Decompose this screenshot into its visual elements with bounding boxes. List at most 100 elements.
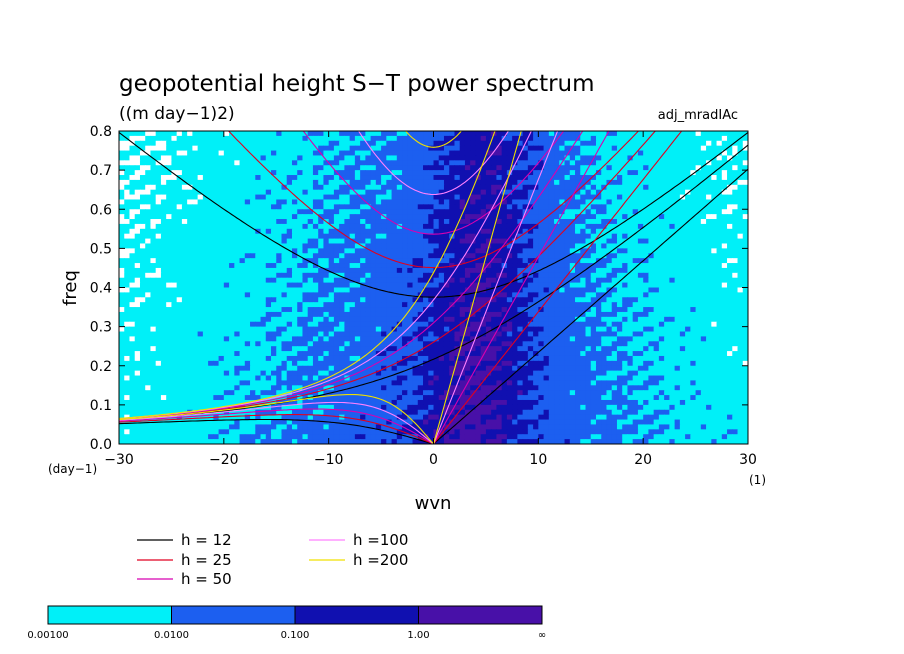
spectrum-cell <box>700 307 707 313</box>
spectrum-cell <box>381 253 387 259</box>
spectrum-cell <box>208 214 214 220</box>
spectrum-cell <box>281 292 288 298</box>
spectrum-cell <box>381 170 387 176</box>
spectrum-cell <box>742 223 748 230</box>
spectrum-cell <box>339 277 345 284</box>
spectrum-cell <box>669 316 676 323</box>
spectrum-cell <box>653 243 660 249</box>
spectrum-cell <box>470 292 477 298</box>
spectrum-cell <box>690 170 697 176</box>
spectrum-cell <box>187 135 193 142</box>
spectrum-cell <box>171 189 178 196</box>
spectrum-cell <box>622 175 629 181</box>
spectrum-cell <box>176 326 183 333</box>
spectrum-cell <box>595 311 602 318</box>
spectrum-cell <box>643 253 650 259</box>
spectrum-cell <box>475 150 482 157</box>
spectrum-cell <box>333 316 340 323</box>
spectrum-cell <box>155 170 162 176</box>
spectrum-cell <box>265 150 272 157</box>
spectrum-cell <box>160 307 167 313</box>
spectrum-cell <box>239 145 246 152</box>
spectrum-cell <box>533 150 539 157</box>
spectrum-cell <box>412 214 419 220</box>
spectrum-cell <box>281 321 288 328</box>
spectrum-cell <box>176 223 183 230</box>
spectrum-cell <box>543 267 550 274</box>
spectrum-cell <box>244 258 251 264</box>
spectrum-cell <box>129 179 136 186</box>
spectrum-cell <box>176 267 183 274</box>
spectrum-cell <box>742 253 748 259</box>
spectrum-cell <box>543 248 550 254</box>
spectrum-cell <box>580 228 587 235</box>
spectrum-cell <box>569 311 576 318</box>
spectrum-cell <box>501 248 508 254</box>
spectrum-cell <box>302 233 309 240</box>
spectrum-cell <box>632 287 639 293</box>
spectrum-cell <box>690 297 697 303</box>
spectrum-cell <box>349 155 356 161</box>
spectrum-cell <box>480 219 487 225</box>
spectrum-cell <box>396 189 403 196</box>
spectrum-cell <box>470 170 477 176</box>
spectrum-cell <box>669 194 676 201</box>
spectrum-cell <box>711 277 718 284</box>
spectrum-cell <box>470 160 477 166</box>
spectrum-cell <box>732 243 739 249</box>
spectrum-cell <box>538 307 545 313</box>
spectrum-cell <box>370 179 377 186</box>
spectrum-cell <box>564 321 571 328</box>
spectrum-cell <box>522 170 529 176</box>
spectrum-cell <box>564 209 571 215</box>
spectrum-cell <box>391 131 398 137</box>
spectrum-cell <box>181 223 188 230</box>
spectrum-cell <box>365 292 372 298</box>
spectrum-cell <box>276 316 283 323</box>
spectrum-cell <box>328 267 335 274</box>
spectrum-cell <box>606 248 613 254</box>
spectrum-cell <box>302 326 309 333</box>
spectrum-cell <box>265 263 272 269</box>
spectrum-cell <box>265 316 272 323</box>
spectrum-cell <box>312 135 319 142</box>
spectrum-cell <box>150 267 157 274</box>
spectrum-cell <box>333 302 340 308</box>
spectrum-cell <box>244 263 251 269</box>
spectrum-cell <box>145 145 152 152</box>
spectrum-cell <box>291 199 298 205</box>
spectrum-cell <box>721 165 728 171</box>
spectrum-cell <box>176 297 183 303</box>
spectrum-cell <box>580 170 587 176</box>
spectrum-cell <box>218 170 225 176</box>
spectrum-cell <box>286 175 293 181</box>
spectrum-cell <box>375 326 382 333</box>
spectrum-cell <box>381 321 387 328</box>
spectrum-cell <box>412 258 419 264</box>
spectrum-cell <box>700 321 707 328</box>
spectrum-cell <box>590 243 597 249</box>
spectrum-cell <box>239 311 246 318</box>
spectrum-cell <box>265 209 272 215</box>
spectrum-cell <box>595 263 602 269</box>
spectrum-cell <box>742 263 748 269</box>
spectrum-cell <box>171 307 178 313</box>
spectrum-cell <box>700 223 707 230</box>
spectrum-cell <box>459 316 466 323</box>
spectrum-cell <box>302 214 309 220</box>
spectrum-cell <box>658 209 665 215</box>
spectrum-cell <box>585 277 592 284</box>
spectrum-cell <box>260 307 267 313</box>
spectrum-cell <box>129 307 136 313</box>
spectrum-cell <box>155 155 162 161</box>
spectrum-cell <box>559 267 566 274</box>
spectrum-cell <box>197 179 204 186</box>
spectrum-cell <box>181 233 188 240</box>
spectrum-cell <box>443 277 450 284</box>
spectrum-cell <box>648 140 655 147</box>
spectrum-cell <box>402 307 408 313</box>
spectrum-cell <box>360 140 366 147</box>
spectrum-cell <box>433 267 440 274</box>
spectrum-cell <box>559 302 566 308</box>
spectrum-cell <box>381 248 387 254</box>
